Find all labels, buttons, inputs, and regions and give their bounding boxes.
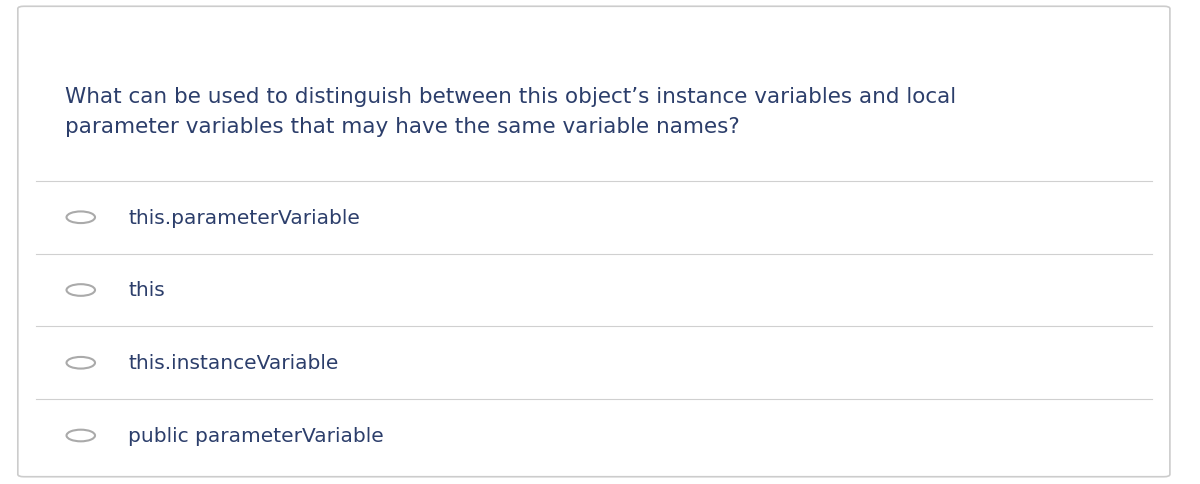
- Text: this.instanceVariable: this.instanceVariable: [128, 353, 338, 373]
- Text: public parameterVariable: public parameterVariable: [128, 426, 384, 445]
- Circle shape: [66, 285, 95, 296]
- Circle shape: [66, 430, 95, 441]
- Circle shape: [66, 357, 95, 369]
- Circle shape: [66, 212, 95, 224]
- FancyBboxPatch shape: [18, 7, 1170, 477]
- Text: this.parameterVariable: this.parameterVariable: [128, 208, 360, 227]
- Text: this: this: [128, 281, 166, 300]
- Text: What can be used to distinguish between this object’s instance variables and loc: What can be used to distinguish between …: [65, 87, 956, 136]
